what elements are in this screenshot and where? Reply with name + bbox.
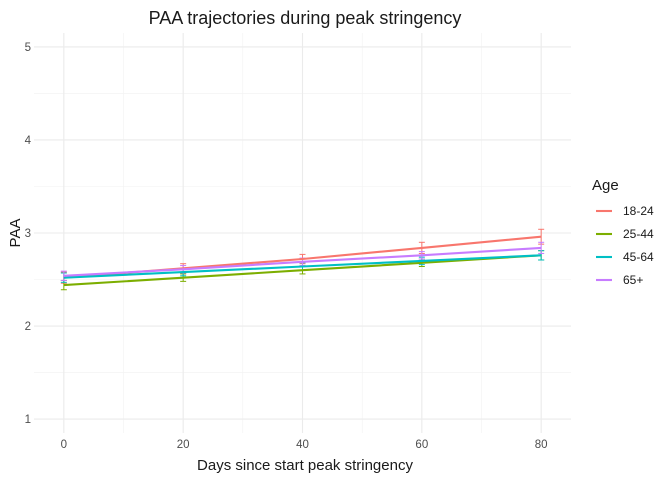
- y-axis-title: PAA: [7, 219, 24, 248]
- x-axis-ticks: 0 20 40 60 80: [61, 439, 548, 451]
- series-line-45-64: [63, 254, 542, 279]
- legend-label: 65+: [623, 273, 643, 287]
- x-tick-label: 60: [415, 439, 428, 451]
- legend-item-18-24: 18-24: [596, 204, 654, 218]
- y-tick-label: 5: [25, 42, 31, 54]
- legend-title: Age: [592, 177, 619, 194]
- series-line-65+: [63, 246, 542, 277]
- y-tick-label: 1: [25, 414, 31, 426]
- y-tick-label: 3: [25, 228, 31, 240]
- legend-items: 18-24 25-44 45-64 65+: [596, 204, 654, 287]
- grid: [34, 33, 571, 433]
- series-layer: [60, 228, 545, 291]
- series-line-25-44: [63, 254, 542, 287]
- x-tick-label: 20: [177, 439, 190, 451]
- y-tick-label: 4: [25, 135, 32, 147]
- x-tick-label: 0: [61, 439, 67, 451]
- legend-label: 18-24: [623, 204, 654, 218]
- legend-item-45-64: 45-64: [596, 250, 654, 264]
- x-tick-label: 80: [535, 439, 548, 451]
- legend-item-25-44: 25-44: [596, 227, 654, 241]
- y-tick-label: 2: [25, 321, 31, 333]
- legend-item-65+: 65+: [596, 273, 643, 287]
- x-axis-title: Days since start peak stringency: [197, 457, 413, 474]
- legend: Age 18-24 25-44 45-64 65+: [592, 177, 654, 287]
- y-axis-ticks: 1 2 3 4 5: [25, 42, 32, 426]
- legend-label: 45-64: [623, 250, 654, 264]
- x-tick-label: 40: [296, 439, 309, 451]
- chart-title: PAA trajectories during peak stringency: [149, 8, 462, 28]
- legend-label: 25-44: [623, 227, 654, 241]
